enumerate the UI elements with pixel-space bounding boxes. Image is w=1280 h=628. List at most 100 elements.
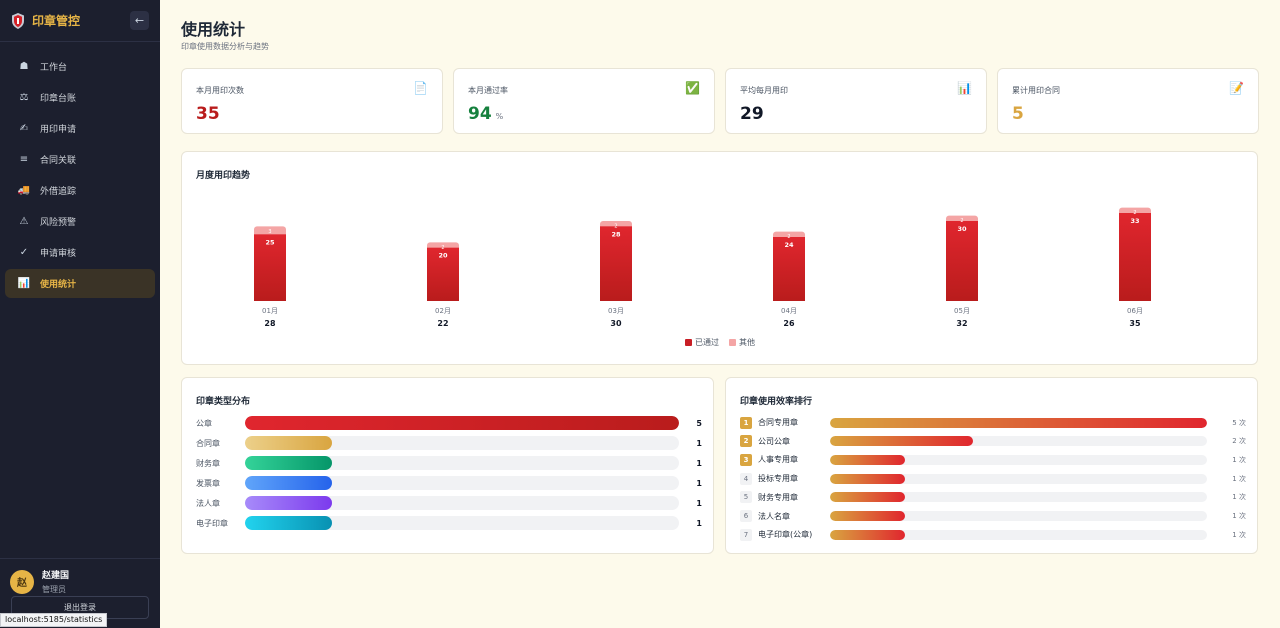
rank-badge: 2 [740, 435, 752, 448]
bar-other-label: 2 [614, 224, 617, 230]
ranking-bar-track [830, 511, 1207, 521]
rank-badge: 3 [740, 453, 752, 466]
bar-other-label: 3 [268, 229, 271, 235]
ranking-count-value: 1 [1232, 530, 1237, 539]
distribution-value: 1 [696, 518, 702, 528]
sidebar-item-label: 印章台账 [40, 94, 77, 104]
ranking-count: 1 次 [1207, 530, 1246, 540]
stat-number: 5 [1012, 104, 1024, 124]
sidebar-item-1[interactable]: ⚖ 印章台账 [5, 83, 155, 112]
legend-label-other: 其他 [739, 338, 755, 347]
bar-other-label: 2 [441, 245, 444, 251]
distribution-label: 电子印章 [196, 518, 228, 528]
sidebar-item-6[interactable]: ✓ 申请审核 [5, 238, 155, 267]
stat-number: 94 [468, 104, 492, 124]
ranking-count-value: 5 [1232, 418, 1237, 427]
legend-item-other: 其他 [729, 337, 755, 348]
ranking-count-unit: 次 [1239, 493, 1246, 502]
x-tick-label: 03月 [608, 307, 624, 315]
ranking-bar-track [830, 436, 1207, 447]
ranking-row: 7 电子印章(公章) 1 次 [740, 528, 1246, 541]
distribution-bar-track [245, 496, 679, 510]
distribution-bar-fill [245, 496, 332, 510]
check-box-icon: ✅ [685, 81, 700, 95]
distribution-value: 1 [696, 438, 702, 448]
ranking-row: 3 人事专用章 1 次 [740, 453, 1246, 466]
sidebar-item-3[interactable]: ≡ 合同关联 [5, 145, 155, 174]
ranking-count-unit: 次 [1239, 530, 1246, 539]
bar-value-label: 28 [611, 230, 621, 238]
ranking-count-value: 1 [1232, 455, 1237, 464]
distribution-row: 财务章 1 [196, 456, 702, 470]
distribution-row: 发票章 1 [196, 476, 702, 490]
ranking-count: 1 次 [1207, 492, 1246, 502]
ranking-count: 1 次 [1207, 474, 1246, 484]
stat-card: 本月通过率 ✅ 94% [453, 68, 715, 134]
ranking-row: 4 投标专用章 1 次 [740, 472, 1246, 485]
ranking-count-value: 1 [1232, 493, 1237, 502]
bar-total-label: 30 [610, 319, 622, 328]
x-tick-label: 04月 [781, 307, 797, 315]
page-title: 使用统计 [181, 20, 246, 39]
ranking-count: 2 次 [1207, 436, 1246, 446]
stat-label: 本月用印次数 [196, 86, 244, 95]
distribution-row: 公章 5 [196, 416, 702, 430]
x-tick-label: 05月 [954, 307, 970, 315]
distribution-label: 发票章 [196, 478, 220, 488]
legend-swatch-other [729, 339, 736, 346]
sidebar-item-2[interactable]: ✍ 用印申请 [5, 114, 155, 143]
ranking-bar-fill [830, 417, 1207, 428]
sidebar-item-5[interactable]: ⚠ 风险预警 [5, 207, 155, 236]
sidebar-item-label: 合同关联 [40, 156, 77, 166]
sidebar-item-7[interactable]: 📊 使用统计 [5, 269, 155, 298]
type-distribution-card: 印章类型分布 公章 5 合同章 1 财务章 1 发票章 1 法人章 1 电子印章 1 [181, 377, 714, 554]
bar-total-label: 32 [956, 319, 967, 328]
warning-icon: ⚠ [19, 216, 29, 227]
bar-value-label: 33 [1130, 217, 1139, 225]
distribution-bar-track [245, 416, 679, 430]
avatar: 赵 [10, 569, 34, 594]
x-tick-label: 01月 [262, 307, 278, 315]
stat-number: 29 [740, 104, 764, 124]
stat-value: 35 [196, 104, 220, 124]
distribution-row: 法人章 1 [196, 496, 702, 510]
ranking-count: 1 次 [1207, 511, 1246, 521]
ranking-bar-fill [830, 473, 906, 484]
distribution-bar-fill [245, 416, 679, 430]
ranking-count-value: 1 [1232, 512, 1237, 520]
ranking-count-unit: 次 [1239, 418, 1246, 427]
distribution-bar-track [245, 516, 679, 530]
bar-total-label: 26 [783, 319, 795, 328]
bar-chart-icon: 📊 [957, 81, 972, 95]
sidebar-item-4[interactable]: 🚚 外借追踪 [5, 176, 155, 205]
distribution-row: 电子印章 1 [196, 516, 702, 530]
bar-value-label: 20 [438, 252, 448, 260]
distribution-value: 5 [696, 418, 702, 428]
stat-card: 本月用印次数 📄 35 [181, 68, 443, 134]
bar-chart-icon: 📊 [17, 278, 31, 289]
stat-value: 94% [468, 104, 503, 124]
ranking-seal-name: 电子印章(公章) [758, 530, 813, 540]
legend-item-approved: 已通过 [685, 337, 719, 348]
distribution-label: 公章 [196, 418, 212, 428]
scale-icon: ⚖ [19, 92, 29, 103]
distribution-value: 1 [696, 478, 702, 488]
document-icon: 📄 [413, 81, 428, 95]
ranking-count-unit: 次 [1239, 455, 1246, 464]
ranking-count-unit: 次 [1239, 512, 1246, 520]
sidebar-header: 印章管控 ← [0, 0, 160, 42]
ranking-bar-fill [830, 436, 974, 447]
ranking-row: 6 法人名章 1 次 [740, 510, 1246, 523]
list-icon: ≡ [19, 154, 29, 165]
bar-total-label: 22 [437, 319, 448, 328]
distribution-bar-fill [245, 436, 332, 450]
ranking-bar-fill [830, 511, 906, 521]
ranking-count-unit: 次 [1239, 437, 1246, 446]
stat-label: 平均每月用印 [740, 86, 788, 95]
chart-legend: 已通过 其他 [182, 337, 1258, 348]
collapse-sidebar-button[interactable]: ← [130, 11, 149, 30]
bar-approved [254, 234, 286, 301]
sidebar-item-0[interactable]: ☗ 工作台 [5, 52, 155, 81]
ranking-bar-fill [830, 492, 906, 503]
distribution-label: 财务章 [196, 458, 220, 468]
